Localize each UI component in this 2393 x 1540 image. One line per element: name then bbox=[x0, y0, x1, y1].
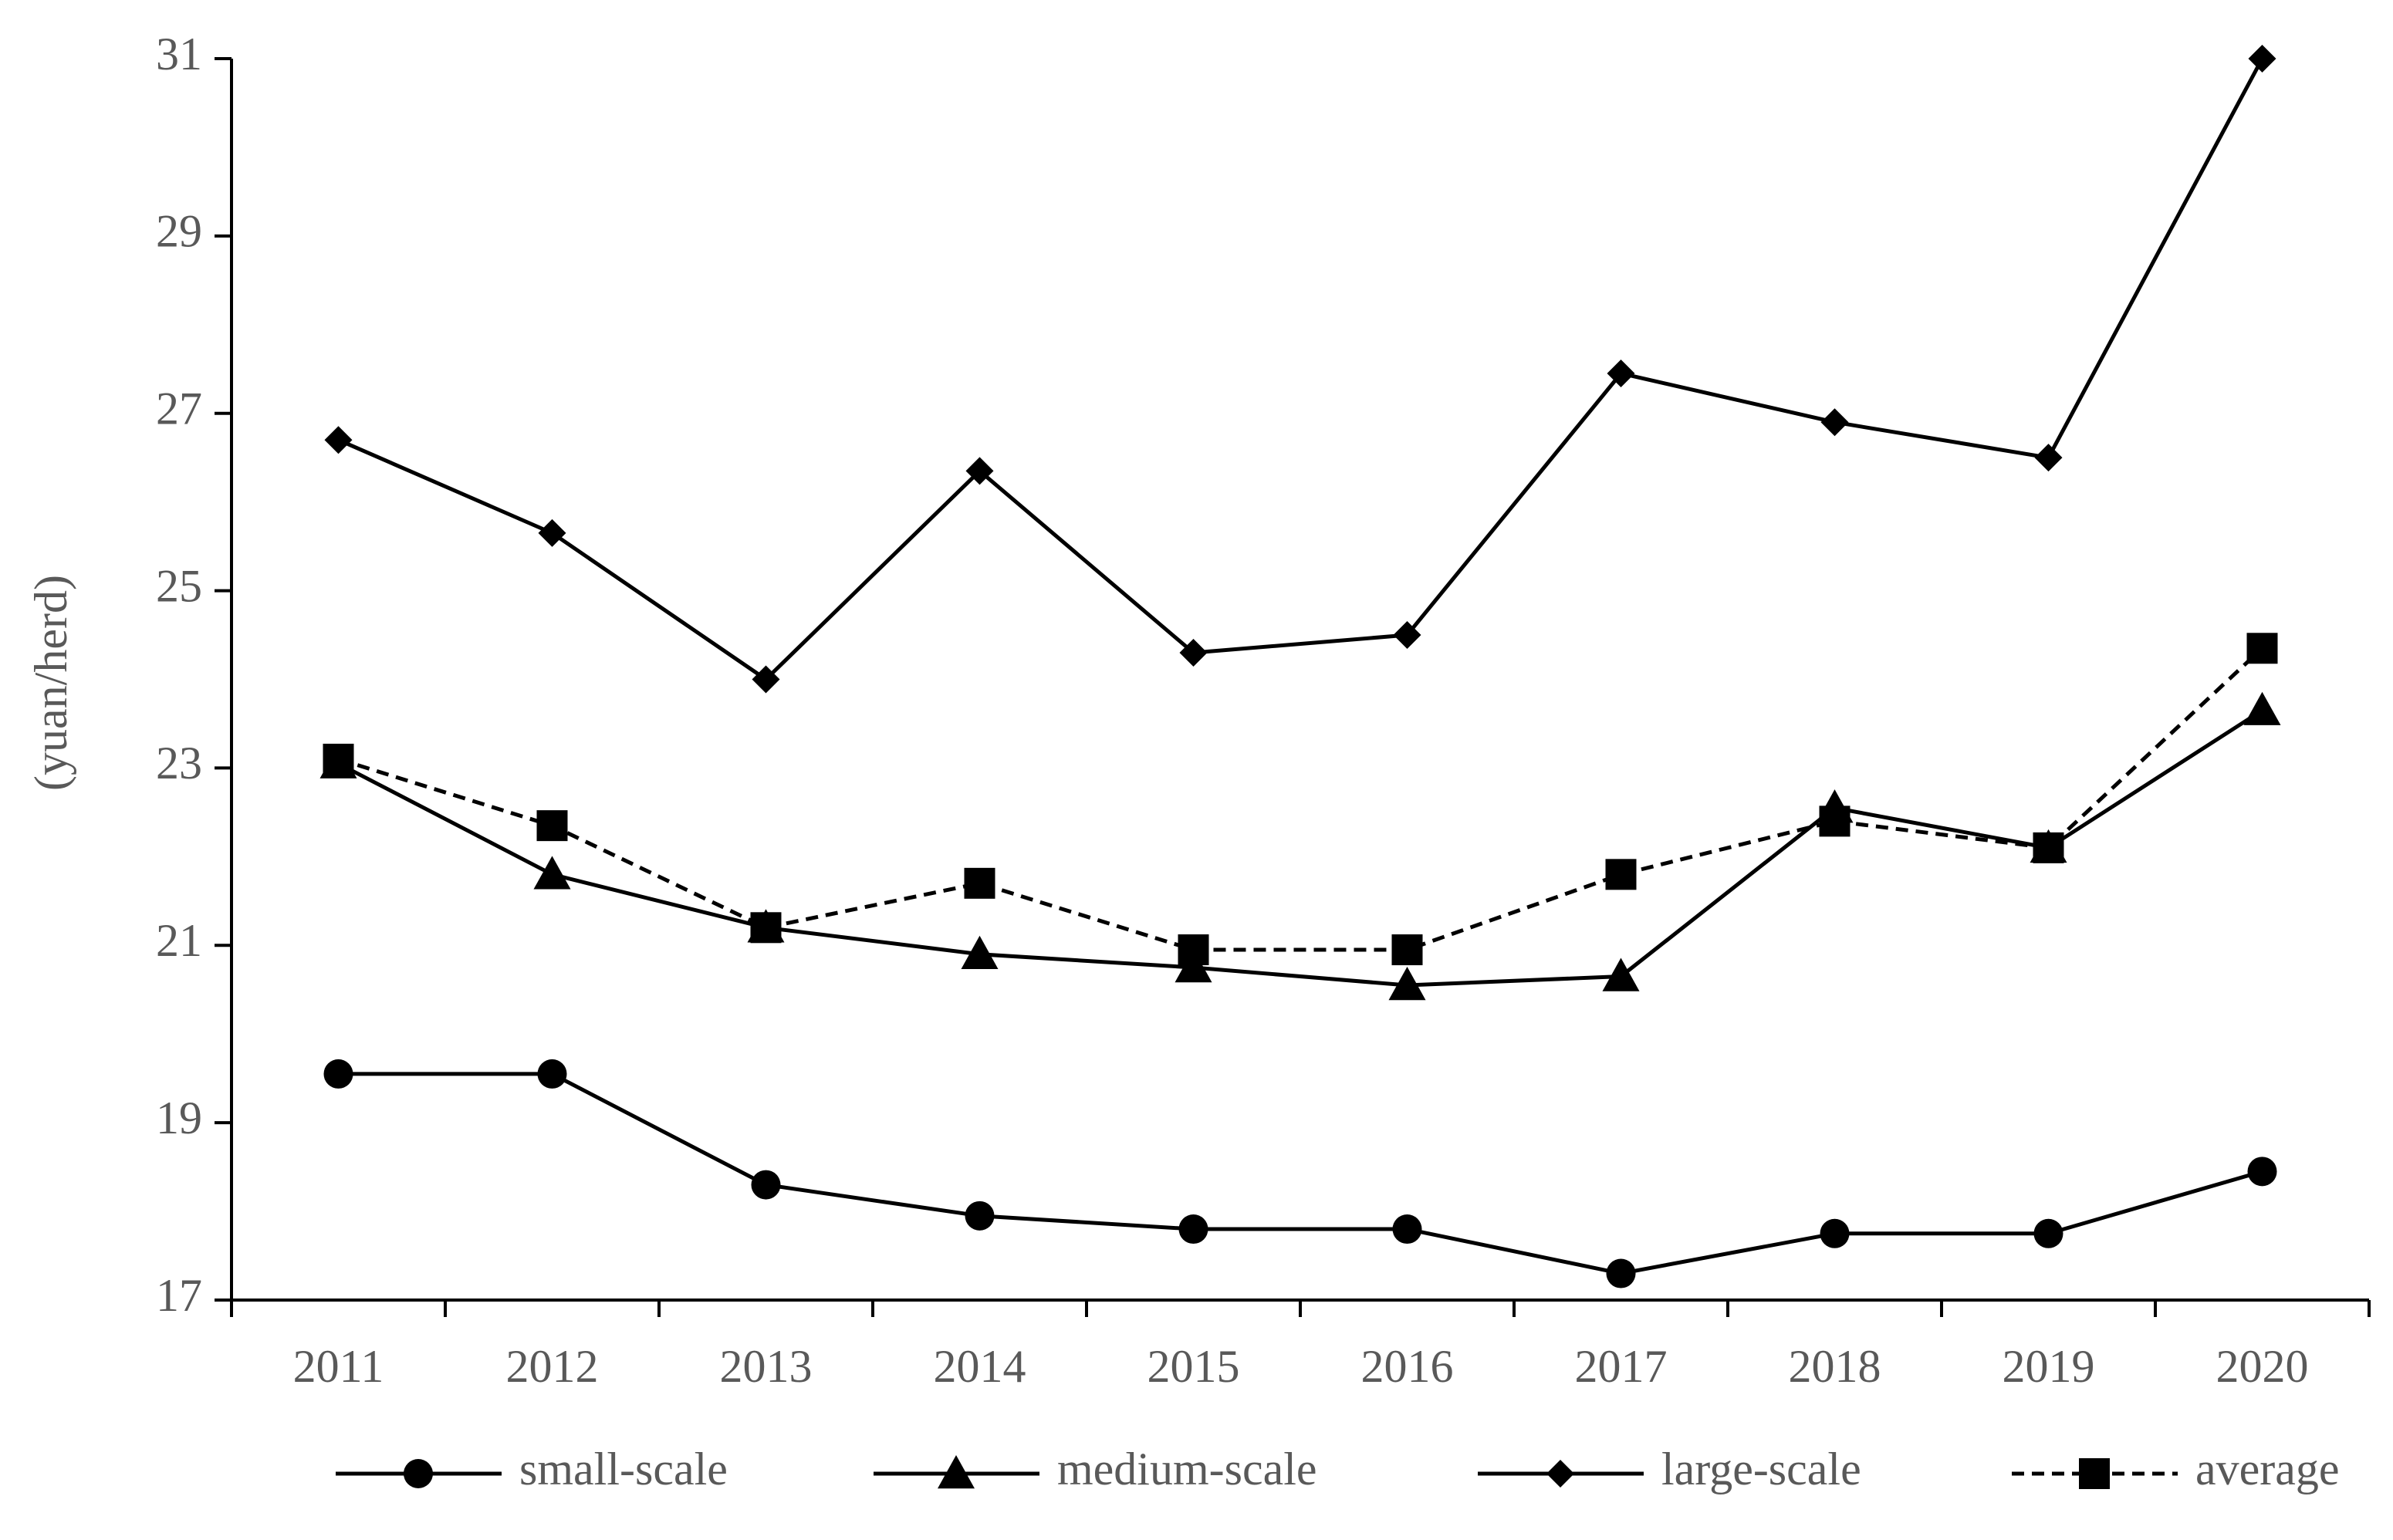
legend-label: medium-scale bbox=[1057, 1444, 1317, 1494]
y-tick-label: 25 bbox=[156, 560, 202, 611]
data-point-average bbox=[1819, 805, 1851, 837]
legend-item-average: average bbox=[2012, 1444, 2340, 1494]
data-point-average bbox=[2246, 633, 2278, 664]
data-point-small-scale bbox=[2033, 1218, 2063, 1248]
legend-item-small-scale: small-scale bbox=[336, 1444, 728, 1494]
data-point-small-scale bbox=[751, 1170, 781, 1200]
data-point-large-scale bbox=[324, 426, 353, 454]
y-tick-label: 31 bbox=[156, 29, 202, 79]
data-point-average bbox=[1605, 859, 1637, 890]
legend-item-large-scale: large-scale bbox=[1478, 1444, 1861, 1494]
y-tick-label: 27 bbox=[156, 383, 202, 434]
x-tick-label: 2012 bbox=[506, 1341, 599, 1392]
data-point-small-scale bbox=[537, 1059, 567, 1089]
x-tick-label: 2013 bbox=[720, 1341, 813, 1392]
data-point-small-scale bbox=[1606, 1258, 1636, 1288]
data-point-large-scale bbox=[538, 518, 566, 547]
data-point-large-scale bbox=[1393, 621, 1421, 650]
data-point-average bbox=[536, 810, 568, 842]
legend-item-medium-scale: medium-scale bbox=[874, 1444, 1317, 1494]
data-point-average bbox=[1178, 934, 1209, 966]
legend-marker-medium-scale bbox=[938, 1455, 975, 1489]
data-point-average bbox=[1391, 934, 1423, 966]
data-point-large-scale bbox=[1820, 408, 1849, 437]
legend-label: large-scale bbox=[1661, 1444, 1861, 1494]
data-point-average bbox=[750, 912, 782, 944]
data-point-average bbox=[964, 867, 995, 899]
data-point-small-scale bbox=[1392, 1214, 1422, 1244]
data-point-large-scale bbox=[2034, 444, 2063, 472]
data-point-average bbox=[323, 743, 354, 775]
data-point-large-scale bbox=[1607, 359, 1635, 387]
data-point-medium-scale bbox=[533, 856, 571, 890]
data-point-small-scale bbox=[2247, 1157, 2277, 1187]
series-large-scale bbox=[324, 45, 2276, 694]
legend-marker-average bbox=[2079, 1458, 2110, 1489]
legend-label: small-scale bbox=[519, 1444, 728, 1494]
series-line-medium-scale bbox=[337, 708, 2263, 988]
data-point-medium-scale bbox=[1175, 949, 1212, 983]
legend: small-scale medium-scale large-scale averag… bbox=[336, 1444, 2340, 1494]
data-point-medium-scale bbox=[1388, 967, 1426, 1001]
data-point-large-scale bbox=[965, 457, 994, 485]
x-tick-label: 2016 bbox=[1361, 1341, 1454, 1392]
data-point-small-scale bbox=[1178, 1214, 1208, 1244]
series-lines bbox=[319, 45, 2281, 1288]
legend-label: average bbox=[2195, 1444, 2340, 1494]
x-tick-label: 2019 bbox=[2003, 1341, 2095, 1392]
data-point-small-scale bbox=[965, 1201, 995, 1231]
data-point-medium-scale bbox=[961, 935, 999, 969]
y-axis-title: (yuan/herd) bbox=[25, 575, 76, 791]
data-point-medium-scale bbox=[2243, 691, 2281, 725]
x-tick-label: 2011 bbox=[293, 1341, 384, 1392]
x-tick-label: 2014 bbox=[934, 1341, 1026, 1392]
series-small-scale bbox=[323, 1059, 2277, 1288]
data-point-large-scale bbox=[2248, 45, 2276, 73]
series-line-average bbox=[337, 647, 2264, 952]
x-tick-label: 2017 bbox=[1575, 1341, 1668, 1392]
data-point-large-scale bbox=[752, 665, 780, 694]
y-tick-label: 29 bbox=[156, 206, 202, 257]
series-line-small-scale bbox=[338, 1072, 2263, 1276]
y-tick-label: 23 bbox=[156, 738, 202, 789]
data-point-small-scale bbox=[1820, 1218, 1850, 1248]
data-point-small-scale bbox=[323, 1059, 353, 1089]
x-tick-label: 2020 bbox=[2216, 1341, 2309, 1392]
legend-marker-small-scale bbox=[404, 1459, 433, 1488]
series-line-large-scale bbox=[337, 57, 2264, 681]
data-point-average bbox=[2033, 832, 2064, 863]
data-point-medium-scale bbox=[1602, 957, 1640, 991]
y-tick-label: 21 bbox=[156, 915, 202, 966]
y-tick-label: 17 bbox=[156, 1270, 202, 1321]
series-medium-scale bbox=[319, 691, 2281, 1001]
data-point-large-scale bbox=[1179, 639, 1208, 667]
x-tick-label: 2015 bbox=[1147, 1341, 1240, 1392]
y-tick-label: 19 bbox=[156, 1093, 202, 1143]
legend-marker-large-scale bbox=[1546, 1460, 1574, 1488]
series-average bbox=[323, 633, 2278, 966]
axes: 17 19 21 23 25 27 29 31 2011 2012 2013 2014 2015 2016… bbox=[156, 29, 2371, 1392]
x-tick-label: 2018 bbox=[1789, 1341, 1881, 1392]
